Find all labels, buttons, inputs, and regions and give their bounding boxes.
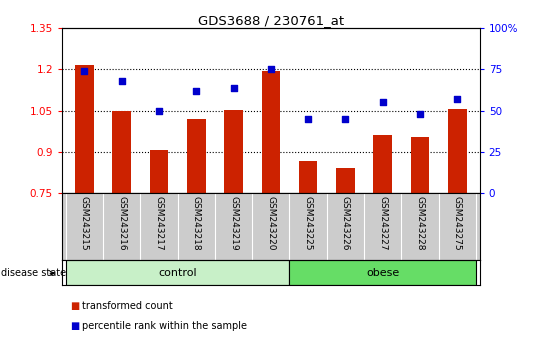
Bar xyxy=(150,150,168,193)
Text: GSM243275: GSM243275 xyxy=(453,196,462,251)
Point xyxy=(80,68,89,74)
Text: GSM243226: GSM243226 xyxy=(341,196,350,251)
Text: GSM243216: GSM243216 xyxy=(117,196,126,251)
Bar xyxy=(289,260,476,285)
Text: ■: ■ xyxy=(70,301,79,311)
Text: GSM243219: GSM243219 xyxy=(229,196,238,251)
Title: GDS3688 / 230761_at: GDS3688 / 230761_at xyxy=(198,14,344,27)
Point xyxy=(378,99,387,105)
Bar xyxy=(112,112,131,193)
Text: GSM243215: GSM243215 xyxy=(80,196,89,251)
Bar xyxy=(299,161,317,193)
Text: control: control xyxy=(158,268,197,278)
Text: percentile rank within the sample: percentile rank within the sample xyxy=(82,321,247,331)
Point xyxy=(416,111,424,117)
Bar xyxy=(66,260,289,285)
Bar xyxy=(261,71,280,193)
Text: GSM243227: GSM243227 xyxy=(378,196,387,251)
Point xyxy=(266,67,275,72)
Bar xyxy=(374,135,392,193)
Text: GSM243218: GSM243218 xyxy=(192,196,201,251)
Text: GSM243228: GSM243228 xyxy=(416,196,425,251)
Point xyxy=(229,85,238,90)
Bar xyxy=(75,65,94,193)
Point xyxy=(118,78,126,84)
Text: disease state: disease state xyxy=(1,268,66,278)
Bar xyxy=(448,109,467,193)
Bar xyxy=(411,137,430,193)
Text: GSM243225: GSM243225 xyxy=(303,196,313,251)
Point xyxy=(304,116,313,122)
Bar xyxy=(187,119,205,193)
Text: transformed count: transformed count xyxy=(82,301,172,311)
Bar xyxy=(224,110,243,193)
Text: ■: ■ xyxy=(70,321,79,331)
Text: obese: obese xyxy=(366,268,399,278)
Text: GSM243220: GSM243220 xyxy=(266,196,275,251)
Point xyxy=(192,88,201,94)
Point xyxy=(341,116,350,122)
Point xyxy=(453,96,461,102)
Point xyxy=(155,108,163,114)
Text: GSM243217: GSM243217 xyxy=(155,196,163,251)
Bar xyxy=(336,168,355,193)
